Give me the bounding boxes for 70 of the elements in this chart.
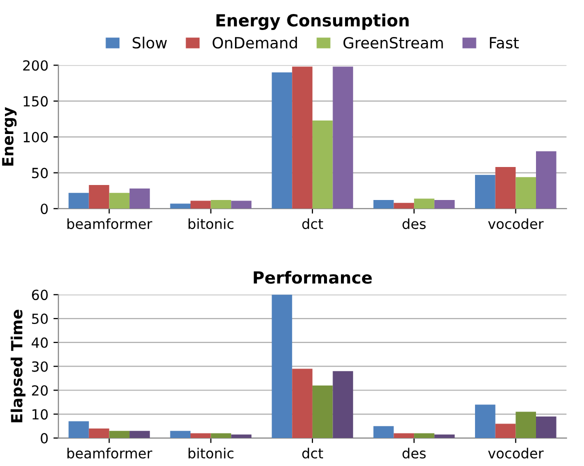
bar: [414, 433, 434, 438]
chart-title: Energy Consumption: [216, 14, 409, 30]
x-tick-label: beamformer: [67, 218, 152, 230]
y-tick-label: 0: [40, 204, 48, 214]
x-tick-label: dct: [302, 218, 324, 230]
bar: [210, 433, 232, 438]
bar: [536, 416, 556, 438]
bar: [272, 72, 292, 209]
y-tick-label: 50: [32, 314, 48, 324]
bar: [130, 188, 150, 209]
y-axis-title: Elapsed Time: [10, 310, 26, 422]
bar: [394, 202, 414, 209]
bar: [272, 294, 292, 438]
bar: [210, 200, 232, 209]
y-tick-label: 100: [24, 132, 48, 142]
y-tick-label: 50: [32, 168, 48, 178]
x-tick-label: dct: [302, 448, 324, 459]
bar: [394, 433, 414, 438]
bar: [88, 184, 110, 209]
y-tick-label: 150: [24, 96, 48, 107]
bar: [130, 430, 150, 438]
bar: [536, 151, 556, 209]
bar: [475, 174, 496, 209]
bar: [373, 426, 394, 438]
bar: [516, 412, 536, 438]
bar: [231, 200, 252, 209]
legend-label: OnDemand: [212, 36, 297, 49]
legend-label: Slow: [132, 36, 167, 49]
bar: [292, 66, 312, 209]
bar: [312, 385, 333, 438]
y-tick-label: 200: [23, 60, 48, 71]
x-tick-label: vocoder: [488, 448, 544, 459]
legend-label: GreenStream: [343, 36, 443, 49]
y-tick-label: 0: [40, 433, 48, 444]
bar: [516, 177, 536, 209]
y-tick-label: 20: [32, 385, 48, 396]
legend-label: Fast: [490, 37, 519, 49]
bar: [88, 428, 110, 438]
bar: [373, 200, 394, 209]
bar: [170, 430, 190, 438]
x-tick-label: des: [402, 448, 426, 459]
bar: [332, 371, 354, 438]
bar: [109, 430, 130, 438]
bar: [292, 368, 312, 438]
bar: [495, 424, 516, 438]
y-axis-title: Energy: [2, 107, 17, 166]
x-tick-label: des: [402, 218, 426, 230]
bar: [332, 66, 354, 209]
bar: [495, 167, 516, 209]
x-tick-label: vocoder: [488, 218, 544, 230]
y-tick-label: 10: [32, 409, 48, 420]
bar: [68, 192, 89, 209]
bar: [434, 200, 455, 209]
x-tick-label: bitonic: [188, 218, 234, 230]
chart-title: Performance: [254, 270, 372, 284]
bar: [414, 198, 434, 209]
y-tick-label: 60: [32, 290, 48, 300]
bar: [231, 434, 252, 438]
bar: [312, 120, 333, 209]
y-tick-label: 40: [32, 337, 48, 348]
bar: [109, 192, 130, 209]
bar: [190, 433, 211, 438]
bar: [434, 434, 455, 438]
bar: [170, 204, 190, 209]
x-tick-label: bitonic: [188, 448, 234, 459]
x-tick-label: beamformer: [67, 448, 152, 459]
bar: [68, 421, 89, 438]
bar: [475, 404, 496, 438]
y-tick-label: 30: [32, 361, 48, 372]
bar: [190, 200, 211, 209]
